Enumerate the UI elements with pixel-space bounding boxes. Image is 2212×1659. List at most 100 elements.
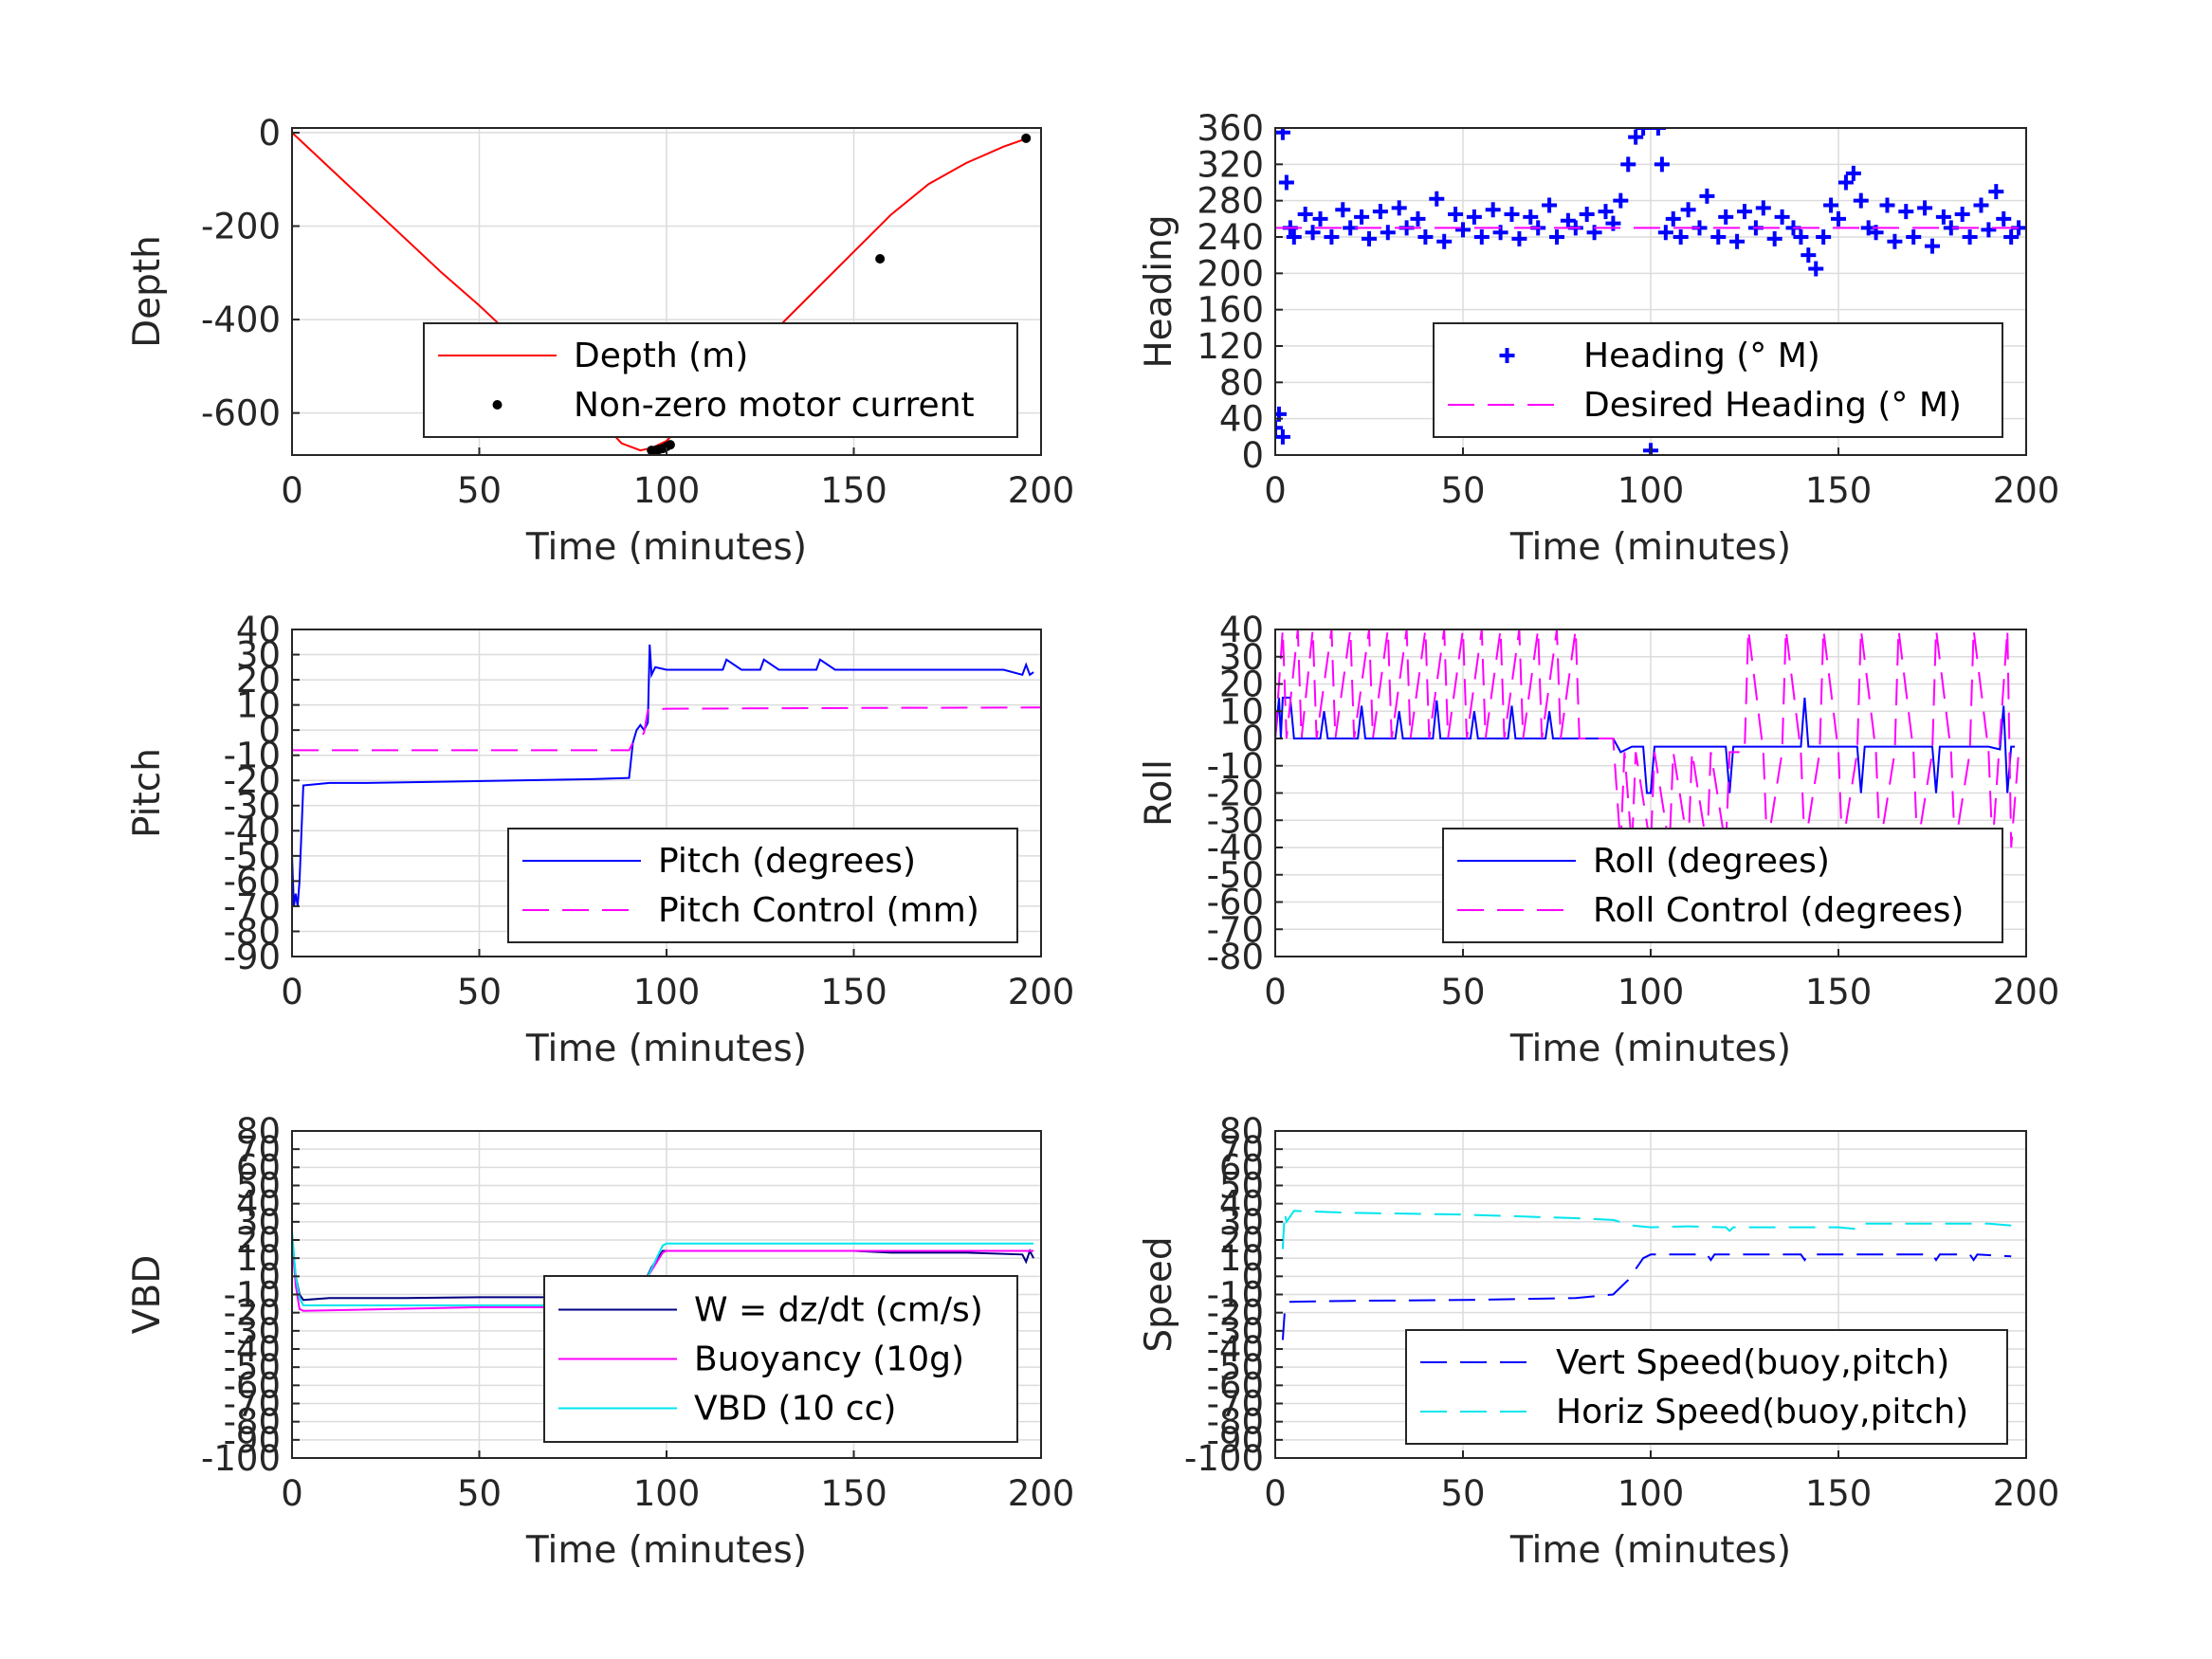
y-tick-label: -30	[1207, 800, 1264, 841]
heading-series-0-point	[1755, 200, 1771, 216]
y-tick-label: -70	[224, 1384, 281, 1425]
legend-box	[507, 828, 1018, 943]
x-tick-label: 200	[1993, 470, 2060, 511]
depth-series-1-point	[875, 254, 886, 264]
legend-entry: Pitch (degrees)	[658, 842, 916, 881]
heading-series-0-point	[1448, 207, 1464, 223]
y-tick-label: -600	[201, 393, 281, 434]
y-tick-label: -60	[1207, 883, 1264, 923]
heading-series-0-point	[1816, 229, 1832, 245]
x-tick-label: 200	[1008, 972, 1075, 1012]
y-tick-label: 240	[1197, 217, 1264, 258]
heading-series-0-point	[1485, 202, 1501, 218]
heading-series-0-point	[1650, 128, 1666, 136]
heading-y-axis-label: Heading	[1138, 214, 1180, 368]
legend-entry: Roll (degrees)	[1593, 842, 1830, 881]
y-tick-label: 0	[258, 1256, 281, 1297]
heading-series-0-point	[1710, 229, 1727, 245]
y-tick-label: 80	[1219, 1111, 1264, 1152]
heading-series-0-point	[1549, 229, 1564, 245]
y-tick-label: 40	[1219, 399, 1264, 440]
y-tick-label: -70	[1207, 909, 1264, 950]
x-tick-label: 200	[1008, 1473, 1075, 1514]
y-tick-label: -400	[201, 300, 281, 340]
y-tick-label: 360	[1197, 108, 1264, 149]
heading-series-0-point	[1455, 222, 1471, 238]
y-tick-label: -200	[201, 207, 281, 247]
depth-legend: Depth (m) Non-zero motor current	[423, 322, 1018, 438]
heading-series-group	[1275, 128, 2026, 455]
heading-series-0-point	[1324, 229, 1340, 245]
y-tick-label: 30	[236, 1202, 281, 1243]
heading-series-0-point	[1837, 174, 1854, 191]
heading-series-0-point	[1996, 210, 2012, 227]
legend-entry: Desired Heading (° M)	[1583, 386, 1962, 425]
vbd-legend: W = dz/dt (cm/s) Buoyancy (10g) VBD (10 cc…	[543, 1275, 1018, 1443]
y-tick-label: -30	[224, 1311, 281, 1352]
heading-series-0-point	[1981, 222, 1997, 238]
heading-series-0-point	[1278, 174, 1294, 191]
heading-series-0-point	[1473, 229, 1490, 245]
heading-series-0-point	[1297, 207, 1313, 223]
heading-series-0-point	[1988, 184, 2004, 200]
y-tick-label: 10	[1219, 691, 1264, 732]
heading-series-0-point	[1801, 247, 1817, 264]
speed-series-1-line	[1281, 1210, 2012, 1249]
y-tick-label: 200	[1197, 253, 1264, 294]
y-tick-label: 30	[1219, 637, 1264, 678]
roll-chart: 0 50 100 150 200403020100-10-20-30-40-50-60-…	[1138, 610, 2059, 1070]
y-tick-label: -10	[224, 736, 281, 776]
speed-y-axis-label: Speed	[1138, 1236, 1180, 1352]
y-tick-label: -40	[1207, 1329, 1264, 1370]
y-tick-label: 0	[1241, 1256, 1264, 1297]
pitch-series-group	[292, 644, 1041, 907]
legend-entry: W = dz/dt (cm/s)	[694, 1291, 983, 1330]
heading-series-0-point	[1925, 238, 1940, 254]
heading-series-0-point	[1935, 209, 1951, 225]
x-tick-label: 0	[281, 972, 303, 1012]
y-tick-label: -30	[1207, 1311, 1264, 1352]
heading-series-0-point	[1380, 225, 1396, 241]
y-tick-label: -50	[1207, 1347, 1264, 1388]
y-tick-label: 40	[236, 610, 281, 650]
y-tick-label: 30	[236, 635, 281, 676]
heading-series-0-point	[1598, 204, 1614, 220]
heading-series-0-point	[1774, 209, 1790, 225]
legend-entry: Depth (m)	[574, 337, 748, 375]
heading-legend: Heading (° M) Desired Heading (° M)	[1433, 322, 2003, 438]
speed-series-0-line	[1281, 1253, 2012, 1340]
heading-series-0-point	[1275, 128, 1290, 140]
heading-series-0-point	[2003, 229, 2020, 245]
x-tick-label: 100	[633, 470, 701, 511]
heading-series-0-point	[1305, 225, 1321, 241]
roll-x-axis-label: Time (minutes)	[1509, 1028, 1791, 1070]
y-tick-label: -40	[224, 811, 281, 851]
heading-series-0-point	[1737, 204, 1752, 220]
pitch-legend: Pitch (degrees) Pitch Control (mm)	[507, 828, 1018, 943]
y-tick-label: 70	[236, 1129, 281, 1170]
pitch-y-axis-label: Pitch	[126, 748, 169, 838]
y-tick-label: -30	[224, 786, 281, 827]
heading-series-0-point	[1391, 200, 1407, 216]
y-tick-label: 70	[1219, 1129, 1264, 1170]
heading-series-0-point	[1628, 129, 1644, 145]
heading-series-0-point	[1729, 233, 1746, 249]
y-tick-label: 50	[1219, 1166, 1264, 1207]
y-tick-label: -50	[1207, 855, 1264, 896]
x-tick-label: 150	[1805, 1473, 1873, 1514]
y-tick-label: 0	[1241, 435, 1264, 476]
y-tick-label: -90	[224, 937, 281, 977]
legend-marker	[492, 400, 503, 410]
y-tick-label: 80	[1219, 362, 1264, 403]
heading-series-0-point	[1962, 229, 1978, 245]
depth-chart: 0 50 100 150 200 0 -200 -400 -600 Time (minutes) D…	[126, 113, 1074, 569]
pitch-chart: 0 50 100 150 200403020100-10-20-30-40-50-60-…	[126, 610, 1074, 1070]
x-tick-label: 50	[457, 470, 502, 511]
x-tick-label: 200	[1993, 1473, 2060, 1514]
y-tick-label: 0	[1241, 719, 1264, 759]
speed-chart: 0 50 100 150 20080706050403020100-10-20-30-4…	[1138, 1111, 2059, 1572]
depth-y-axis-label: Depth	[126, 235, 169, 348]
y-tick-label: -80	[224, 1402, 281, 1443]
y-tick-label: -100	[201, 1438, 281, 1479]
heading-series-0-point	[1362, 230, 1377, 246]
